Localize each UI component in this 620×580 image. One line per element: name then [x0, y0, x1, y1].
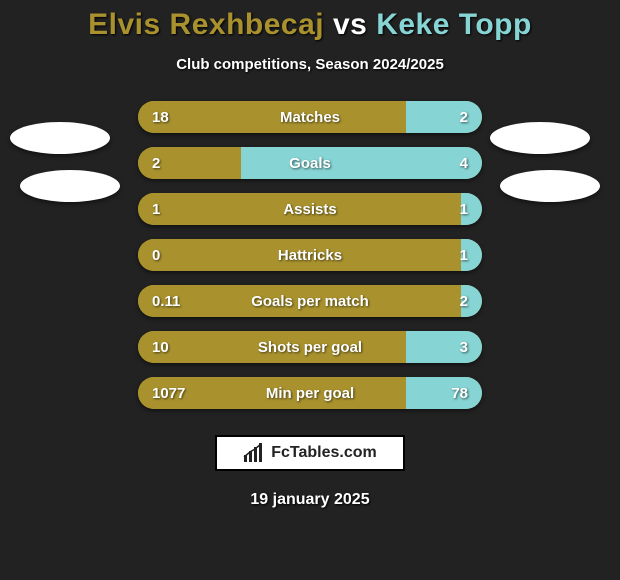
player2-club-badge [490, 122, 590, 154]
stat-segment-left [138, 331, 406, 363]
stat-value-right: 78 [451, 377, 468, 409]
stat-row: 107778Min per goal [138, 377, 482, 409]
stat-value-left: 0.11 [152, 285, 180, 317]
stat-value-right: 3 [460, 331, 468, 363]
subtitle: Club competitions, Season 2024/2025 [0, 56, 620, 73]
stat-row: 24Goals [138, 147, 482, 179]
stat-value-right: 1 [460, 193, 468, 225]
vs-text: vs [333, 8, 367, 41]
player1-name: Elvis Rexhbecaj [88, 8, 324, 41]
date-text: 19 january 2025 [0, 491, 620, 509]
stat-row: 01Hattricks [138, 239, 482, 271]
stat-value-left: 2 [152, 147, 160, 179]
stat-segment-right [406, 377, 482, 409]
player2-name: Keke Topp [376, 8, 532, 41]
footer-brand-badge: FcTables.com [215, 435, 405, 471]
stat-value-right: 1 [460, 239, 468, 271]
player1-club-badge [20, 170, 120, 202]
stat-value-right: 2 [460, 101, 468, 133]
stat-row: 182Matches [138, 101, 482, 133]
chart-icon [243, 443, 265, 463]
comparison-infographic: Elvis Rexhbecaj vs Keke Topp Club compet… [0, 0, 620, 509]
player2-club-badge [500, 170, 600, 202]
stat-segment-right [406, 331, 482, 363]
stat-segment-left [138, 193, 461, 225]
stat-value-left: 10 [152, 331, 169, 363]
player1-club-badge [10, 122, 110, 154]
stat-segment-left [138, 101, 406, 133]
stat-row: 0.112Goals per match [138, 285, 482, 317]
stat-value-left: 0 [152, 239, 160, 271]
footer-brand-text: FcTables.com [271, 444, 377, 462]
stat-row: 11Assists [138, 193, 482, 225]
stat-segment-right [406, 101, 482, 133]
stat-value-left: 1077 [152, 377, 185, 409]
stat-value-right: 2 [460, 285, 468, 317]
stat-segment-left [138, 239, 461, 271]
stat-segment-left [138, 285, 461, 317]
stat-value-left: 18 [152, 101, 169, 133]
stat-row: 103Shots per goal [138, 331, 482, 363]
page-title: Elvis Rexhbecaj vs Keke Topp [0, 8, 620, 42]
stat-value-right: 4 [460, 147, 468, 179]
stat-value-left: 1 [152, 193, 160, 225]
stat-segment-right [241, 147, 482, 179]
